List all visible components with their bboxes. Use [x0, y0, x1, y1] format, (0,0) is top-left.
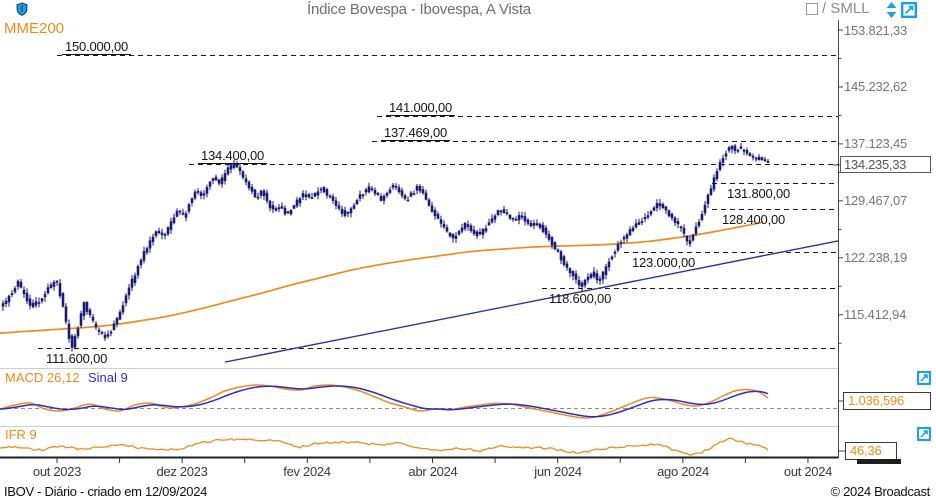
chevron-up-down-icon[interactable] [886, 2, 897, 23]
time-axis-label: out 2024 [783, 464, 833, 479]
level-label: 137.469,00 [381, 125, 451, 141]
mme200-line [0, 221, 764, 334]
trendline [224, 240, 839, 363]
compare-checkbox[interactable] [806, 3, 818, 15]
level-label: 134.400,00 [198, 148, 268, 164]
level-label: 118.600,00 [549, 290, 612, 306]
price-axis-label: 145.232,62 [844, 79, 908, 95]
mme200-label: MME200 [4, 20, 65, 37]
price-axis-label: 115.412,94 [844, 307, 907, 323]
macd-label: MACD 26,12 [5, 370, 80, 385]
time-axis-label: ago 2024 [657, 464, 709, 479]
current-price-box: 134.235,33 [840, 156, 931, 173]
level-label: 128.400,00 [722, 211, 786, 227]
time-axis-label: abr 2024 [408, 464, 458, 479]
candle-bodies [1, 145, 770, 348]
time-axis-label: dez 2023 [156, 464, 208, 479]
time-axis-line [0, 456, 838, 459]
macd-line [0, 384, 769, 419]
price-axis-label: 129.467,07 [844, 193, 908, 209]
edit-ifr-icon[interactable] [917, 427, 933, 443]
level-label: 141.000,00 [386, 100, 456, 116]
macd-signal-label: Sinal 9 [88, 370, 128, 385]
ifr-value-box: 46,36 [845, 442, 897, 460]
level-label: 123.000,00 [632, 254, 696, 270]
price-axis-label: 137.123,45 [844, 136, 908, 152]
time-scrollbar-handle[interactable] [857, 459, 901, 464]
level-label: 131.800,00 [727, 185, 791, 201]
level-label: 111.600,00 [46, 350, 108, 366]
macd-signal-line [0, 385, 769, 418]
shield-icon[interactable] [16, 2, 28, 21]
time-axis-label: out 2023 [32, 464, 82, 479]
footer-symbol-info: IBOV - Diário - criado em 12/09/2024 [4, 484, 208, 499]
compare-symbol-label[interactable]: / SMLL [822, 0, 870, 17]
time-axis-label: fev 2024 [283, 464, 331, 479]
price-axis-label: 153.821,33 [844, 22, 908, 38]
ifr-line [0, 437, 769, 456]
edit-macd-icon[interactable] [917, 371, 933, 387]
price-axis-label: 122.238,19 [844, 250, 908, 266]
edit-chart-icon[interactable] [901, 2, 918, 19]
level-label: 150.000,00 [62, 39, 132, 55]
footer-copyright: © 2024 Broadcast [830, 484, 931, 499]
chart-title: Índice Bovespa - Ibovespa, A Vista [307, 1, 531, 18]
time-axis-label: jun 2024 [534, 464, 582, 479]
ifr-label: IFR 9 [5, 427, 37, 442]
macd-value-box: 1.036,596 [843, 392, 931, 410]
